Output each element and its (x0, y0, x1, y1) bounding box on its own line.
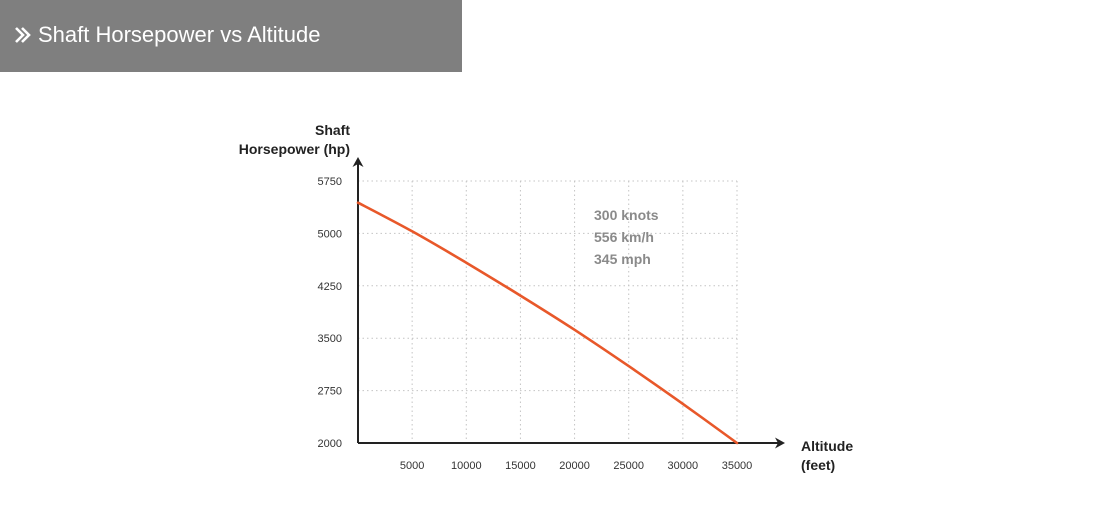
x-tick-label-5000: 5000 (400, 460, 424, 472)
y-axis-arrow (352, 157, 364, 167)
x-tick-label-30000: 30000 (668, 460, 699, 472)
y-tick-label-5000: 5000 (318, 228, 342, 240)
y-tick-label-2000: 2000 (318, 438, 342, 450)
series-layer (356, 201, 739, 445)
y-tick-label-2750: 2750 (318, 386, 342, 398)
y-tick-label-4250: 4250 (318, 281, 342, 293)
x-tick-label-25000: 25000 (613, 460, 644, 472)
x-tick-label-10000: 10000 (451, 460, 482, 472)
y-axis-title-line-2: Horsepower (hp) (239, 141, 350, 157)
annotation-mph: 345 mph (594, 251, 651, 267)
axes (352, 157, 785, 449)
header-bar: Shaft Horsepower vs Altitude (0, 0, 462, 72)
x-axis-title-line-2: (feet) (801, 457, 835, 473)
annotation-knots: 300 knots (594, 207, 659, 223)
tick-labels: 5000 10000 15000 20000 25000 30000 35000 2000 27… (318, 176, 753, 472)
double-chevron-right-icon (15, 27, 31, 43)
y-tick-label-3500: 3500 (318, 333, 342, 345)
annotation-kmh: 556 km/h (594, 229, 654, 245)
series-line-0 (356, 201, 739, 445)
y-axis-title-line-1: Shaft (315, 122, 350, 138)
x-tick-label-35000: 35000 (722, 460, 753, 472)
x-tick-label-20000: 20000 (559, 460, 590, 472)
y-tick-label-5750: 5750 (318, 176, 342, 188)
x-axis-arrow (775, 437, 785, 449)
x-axis-title-line-1: Altitude (801, 438, 853, 454)
page-title: Shaft Horsepower vs Altitude (38, 22, 321, 47)
x-tick-label-15000: 15000 (505, 460, 536, 472)
grid-lines (358, 180, 738, 443)
